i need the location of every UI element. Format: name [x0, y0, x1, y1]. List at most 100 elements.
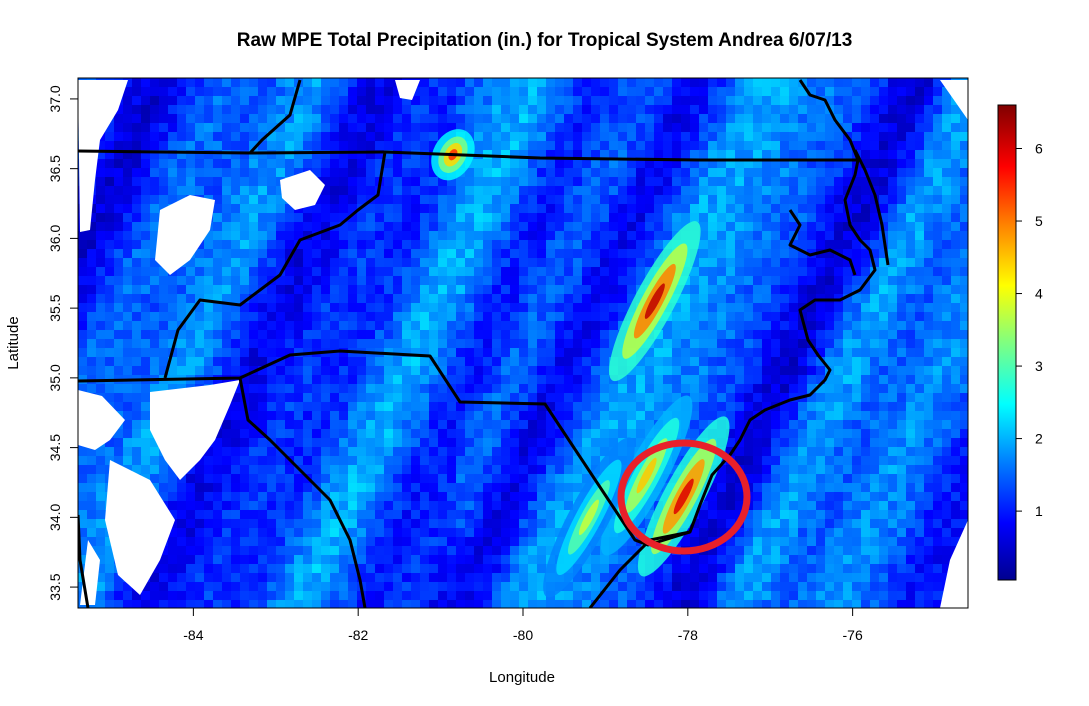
field-cell	[690, 96, 699, 105]
field-cell	[924, 339, 933, 348]
field-cell	[816, 159, 825, 168]
field-cell	[231, 528, 240, 537]
field-cell	[384, 150, 393, 159]
field-cell	[762, 276, 771, 285]
field-cell	[240, 222, 249, 231]
field-cell	[627, 141, 636, 150]
field-cell	[465, 393, 474, 402]
field-cell	[159, 339, 168, 348]
field-cell	[924, 267, 933, 276]
field-cell	[843, 321, 852, 330]
field-cell	[114, 186, 123, 195]
field-cell	[762, 105, 771, 114]
field-cell	[240, 105, 249, 114]
field-cell	[501, 456, 510, 465]
field-cell	[123, 258, 132, 267]
field-cell	[924, 240, 933, 249]
field-cell	[834, 348, 843, 357]
field-cell	[807, 357, 816, 366]
field-cell	[906, 177, 915, 186]
field-cell	[618, 150, 627, 159]
field-cell	[735, 312, 744, 321]
field-cell	[852, 501, 861, 510]
field-cell	[285, 393, 294, 402]
field-cell	[456, 339, 465, 348]
field-cell	[393, 267, 402, 276]
field-cell	[339, 501, 348, 510]
field-cell	[744, 240, 753, 249]
field-cell	[852, 384, 861, 393]
field-cell	[276, 348, 285, 357]
field-cell	[663, 366, 672, 375]
field-cell	[132, 357, 141, 366]
field-cell	[762, 78, 771, 87]
field-cell	[483, 447, 492, 456]
field-cell	[150, 186, 159, 195]
field-cell	[465, 195, 474, 204]
field-cell	[960, 456, 968, 465]
field-cell	[618, 420, 627, 429]
field-cell	[546, 141, 555, 150]
field-cell	[402, 294, 411, 303]
field-cell	[204, 510, 213, 519]
field-cell	[897, 483, 906, 492]
field-cell	[852, 438, 861, 447]
field-cell	[177, 186, 186, 195]
field-cell	[870, 213, 879, 222]
field-cell	[888, 276, 897, 285]
field-cell	[555, 150, 564, 159]
field-cell	[771, 177, 780, 186]
field-cell	[393, 213, 402, 222]
field-cell	[609, 312, 618, 321]
field-cell	[204, 474, 213, 483]
field-cell	[483, 303, 492, 312]
field-cell	[312, 141, 321, 150]
field-cell	[231, 159, 240, 168]
field-cell	[726, 213, 735, 222]
field-cell	[735, 204, 744, 213]
field-cell	[447, 474, 456, 483]
field-cell	[618, 168, 627, 177]
field-cell	[366, 141, 375, 150]
field-cell	[222, 204, 231, 213]
field-cell	[438, 366, 447, 375]
field-cell	[708, 132, 717, 141]
field-cell	[726, 186, 735, 195]
field-cell	[276, 222, 285, 231]
field-cell	[195, 474, 204, 483]
field-cell	[627, 402, 636, 411]
field-cell	[681, 87, 690, 96]
field-cell	[258, 339, 267, 348]
field-cell	[924, 78, 933, 87]
field-cell	[546, 285, 555, 294]
field-cell	[492, 429, 501, 438]
field-cell	[348, 375, 357, 384]
field-cell	[501, 447, 510, 456]
field-cell	[798, 159, 807, 168]
field-cell	[708, 141, 717, 150]
field-cell	[591, 339, 600, 348]
field-cell	[357, 258, 366, 267]
field-cell	[204, 528, 213, 537]
field-cell	[537, 429, 546, 438]
field-cell	[267, 249, 276, 258]
field-cell	[546, 213, 555, 222]
field-cell	[933, 411, 942, 420]
field-cell	[537, 96, 546, 105]
field-cell	[240, 78, 249, 87]
field-cell	[555, 303, 564, 312]
field-cell	[825, 420, 834, 429]
field-cell	[582, 393, 591, 402]
field-cell	[330, 402, 339, 411]
field-cell	[492, 375, 501, 384]
field-cell	[555, 87, 564, 96]
field-cell	[546, 384, 555, 393]
field-cell	[726, 402, 735, 411]
field-cell	[780, 105, 789, 114]
field-cell	[429, 105, 438, 114]
field-cell	[897, 96, 906, 105]
field-cell	[609, 294, 618, 303]
field-cell	[528, 366, 537, 375]
field-cell	[447, 312, 456, 321]
field-cell	[240, 186, 249, 195]
